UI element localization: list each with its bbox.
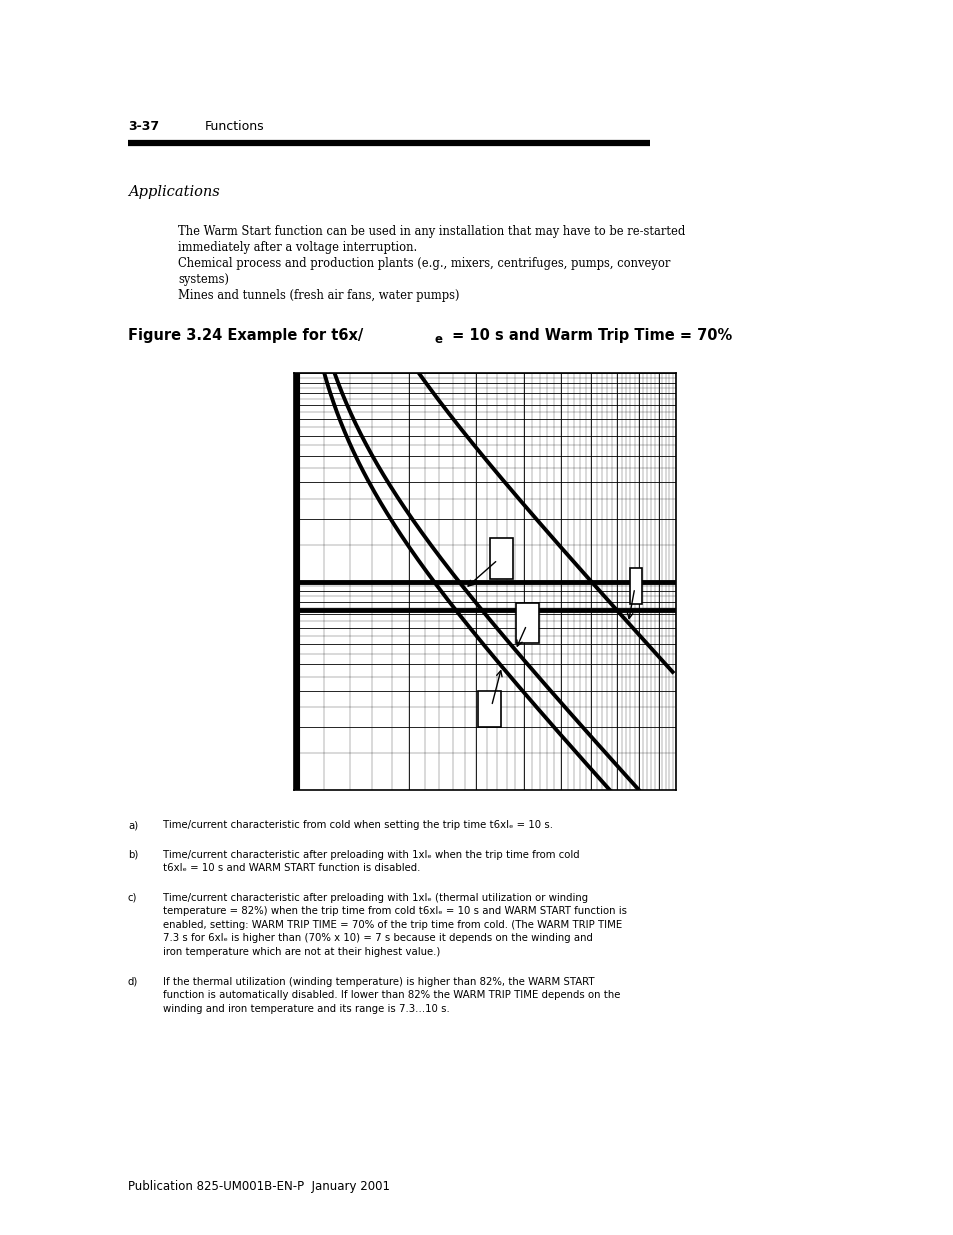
Text: immediately after a voltage interruption.: immediately after a voltage interruption… xyxy=(178,241,416,254)
Text: Time/current characteristic from cold when setting the trip time t6xIₑ = 10 s.: Time/current characteristic from cold wh… xyxy=(163,820,553,830)
Text: winding and iron temperature and its range is 7.3…10 s.: winding and iron temperature and its ran… xyxy=(163,1004,449,1014)
Text: b): b) xyxy=(128,850,138,860)
Text: systems): systems) xyxy=(178,273,229,287)
Bar xyxy=(516,603,538,643)
Text: Time/current characteristic after preloading with 1xIₑ (thermal utilization or w: Time/current characteristic after preloa… xyxy=(163,893,587,903)
Text: d): d) xyxy=(128,977,138,987)
Text: e: e xyxy=(435,333,442,346)
Text: iron temperature which are not at their highest value.): iron temperature which are not at their … xyxy=(163,947,440,957)
Text: Time/current characteristic after preloading with 1xIₑ when the trip time from c: Time/current characteristic after preloa… xyxy=(163,850,579,860)
Bar xyxy=(477,692,500,727)
Text: = 10 s and Warm Trip Time = 70%: = 10 s and Warm Trip Time = 70% xyxy=(447,329,732,343)
Text: Applications: Applications xyxy=(128,185,219,199)
Text: t6xIₑ = 10 s and WARM START function is disabled.: t6xIₑ = 10 s and WARM START function is … xyxy=(163,863,420,873)
Text: function is automatically disabled. If lower than 82% the WARM TRIP TIME depends: function is automatically disabled. If l… xyxy=(163,990,619,1000)
Text: The Warm Start function can be used in any installation that may have to be re-s: The Warm Start function can be used in a… xyxy=(178,225,684,238)
Text: Chemical process and production plants (e.g., mixers, centrifuges, pumps, convey: Chemical process and production plants (… xyxy=(178,257,670,270)
Bar xyxy=(489,538,513,579)
Text: c): c) xyxy=(128,893,137,903)
Text: enabled, setting: WARM TRIP TIME = 70% of the trip time from cold. (The WARM TRI: enabled, setting: WARM TRIP TIME = 70% o… xyxy=(163,920,621,930)
Text: Functions: Functions xyxy=(205,120,264,133)
Text: a): a) xyxy=(128,820,138,830)
Text: If the thermal utilization (winding temperature) is higher than 82%, the WARM ST: If the thermal utilization (winding temp… xyxy=(163,977,594,987)
Text: 7.3 s for 6xIₑ is higher than (70% x 10) = 7 s because it depends on the winding: 7.3 s for 6xIₑ is higher than (70% x 10)… xyxy=(163,934,592,944)
Text: 3-37: 3-37 xyxy=(128,120,159,133)
Text: Mines and tunnels (fresh air fans, water pumps): Mines and tunnels (fresh air fans, water… xyxy=(178,289,459,303)
Text: Publication 825-UM001B-EN-P  January 2001: Publication 825-UM001B-EN-P January 2001 xyxy=(128,1179,390,1193)
Text: temperature = 82%) when the trip time from cold t6xIₑ = 10 s and WARM START func: temperature = 82%) when the trip time fr… xyxy=(163,906,626,916)
Text: Figure 3.24 Example for t6x/: Figure 3.24 Example for t6x/ xyxy=(128,329,363,343)
Bar xyxy=(630,568,641,604)
